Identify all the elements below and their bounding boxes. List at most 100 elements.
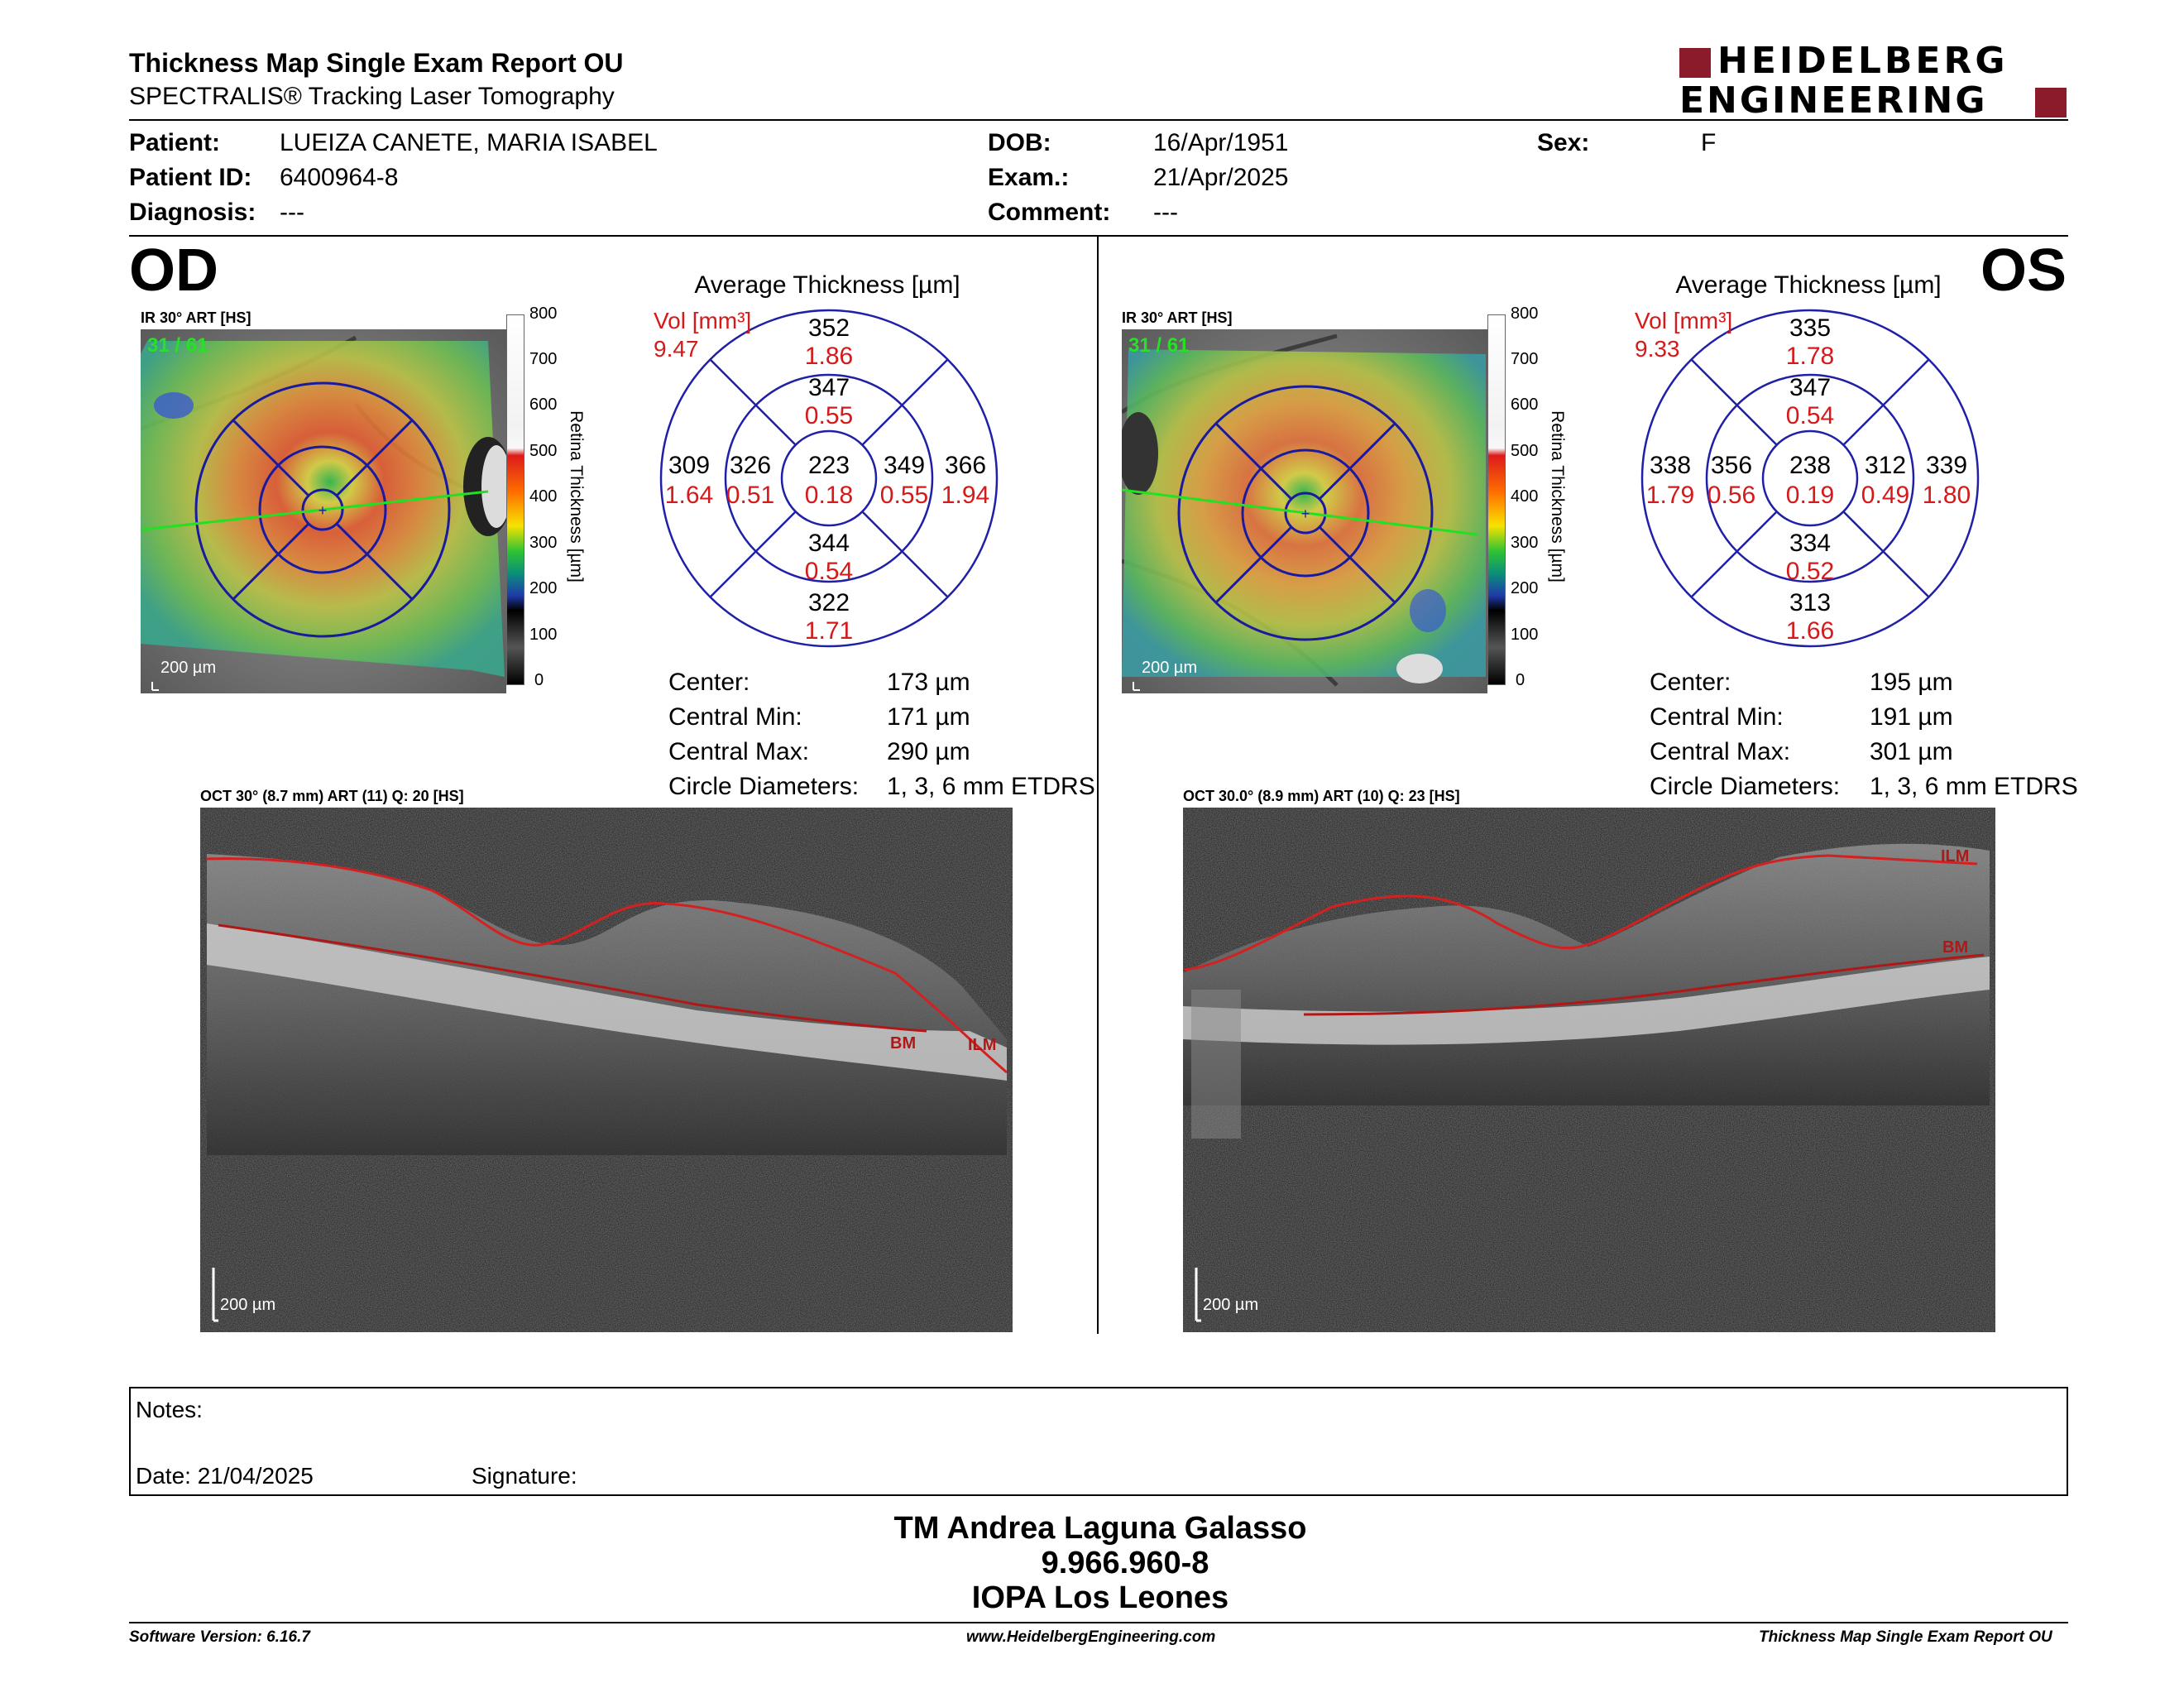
od-stat-value: 173 µm	[887, 669, 970, 696]
os-outer-top-vol: 1.78	[1785, 343, 1835, 370]
od-outer-left: 309	[668, 452, 711, 479]
os-outer-bottom-vol: 1.66	[1785, 617, 1835, 645]
od-oct-label: OCT 30° (8.7 mm) ART (11) Q: 20 [HS]	[200, 788, 464, 804]
od-avg-title: Average Thickness [µm]	[694, 271, 960, 299]
os-inner-bottom: 334	[1789, 530, 1832, 557]
os-oct-scale: 200 µm	[1203, 1296, 1259, 1314]
od-outer-top-vol: 1.86	[804, 343, 854, 370]
os-ilm-label: ILM	[1941, 847, 1970, 866]
os-tick: 0	[1516, 671, 1525, 689]
date-label: Date: 21/04/2025	[136, 1463, 314, 1489]
od-vol-label: Vol [mm³]	[654, 308, 752, 333]
os-outer-left: 338	[1649, 452, 1692, 479]
os-stat-value: 195 µm	[1870, 669, 1953, 696]
logo-square-bottom	[2035, 88, 2067, 117]
od-inner-left-vol: 0.51	[726, 482, 775, 509]
os-eye-label: OS	[1980, 237, 2067, 304]
od-etdrs-grid	[655, 305, 1003, 652]
od-colorbar-title: Retina Thickness [µm]	[567, 410, 586, 583]
logo-text-line1: HEIDELBERG	[1717, 40, 2009, 82]
os-vol-label: Vol [mm³]	[1635, 308, 1733, 333]
od-outer-right: 366	[944, 452, 987, 479]
od-inner-top: 347	[807, 374, 850, 401]
od-tick: 500	[529, 442, 558, 460]
signature-label: Signature:	[472, 1463, 577, 1489]
os-tick: 100	[1511, 626, 1539, 644]
os-inner-right: 312	[1864, 452, 1907, 479]
od-inner-bottom: 344	[807, 530, 850, 557]
os-stat-value: 191 µm	[1870, 703, 1953, 731]
od-outer-right-vol: 1.94	[941, 482, 990, 509]
od-vol-value: 9.47	[654, 336, 699, 362]
os-tick: 200	[1511, 579, 1539, 597]
os-stat-label: Central Max:	[1650, 738, 1791, 765]
os-colorbar	[1487, 314, 1506, 685]
od-ilm-label: ILM	[968, 1036, 997, 1054]
os-stat-label: Center:	[1650, 669, 1731, 696]
os-inner-bottom-vol: 0.52	[1785, 558, 1835, 585]
os-stat-label: Circle Diameters:	[1650, 773, 1841, 800]
od-tick: 300	[529, 534, 558, 552]
os-thickness-map: +	[1122, 329, 1487, 693]
website-link[interactable]: www.HeidelbergEngineering.com	[966, 1628, 1216, 1646]
os-outer-top: 335	[1789, 314, 1832, 342]
od-center-vol: 0.18	[804, 482, 854, 509]
os-stat-value: 1, 3, 6 mm ETDRS	[1870, 773, 2078, 800]
notes-label: Notes:	[136, 1397, 203, 1422]
header-divider	[129, 119, 2068, 121]
od-ir-frames: 31 / 61	[147, 334, 208, 357]
os-tick: 400	[1511, 487, 1539, 506]
os-ir-scale: 200 µm	[1142, 659, 1198, 677]
os-avg-title: Average Thickness [µm]	[1675, 271, 1942, 299]
od-inner-left: 326	[729, 452, 772, 479]
od-oct-scale: 200 µm	[220, 1296, 276, 1314]
od-stat-label: Circle Diameters:	[668, 773, 860, 800]
os-tick: 800	[1511, 305, 1539, 323]
os-ir-frames: 31 / 61	[1128, 334, 1190, 357]
os-tick: 500	[1511, 442, 1539, 460]
os-outer-right: 339	[1925, 452, 1968, 479]
od-inner-top-vol: 0.55	[804, 402, 854, 429]
signer-id: 9.966.960-8	[1041, 1546, 1209, 1580]
os-colorbar-title: Retina Thickness [µm]	[1548, 410, 1567, 583]
od-ir-scale: 200 µm	[160, 659, 217, 677]
report-subtitle: SPECTRALIS® Tracking Laser Tomography	[129, 83, 615, 110]
os-colorbar-ticks: 800 700 600 500 400 300 200 100 0	[1511, 305, 1544, 693]
od-stat-value: 290 µm	[887, 738, 970, 765]
dob-label: DOB:	[988, 129, 1051, 156]
od-inner-bottom-vol: 0.54	[804, 558, 854, 585]
os-inner-top: 347	[1789, 374, 1832, 401]
od-outer-bottom-vol: 1.71	[804, 617, 854, 645]
od-tick: 600	[529, 396, 558, 414]
os-inner-left: 356	[1710, 452, 1753, 479]
os-bm-label: BM	[1942, 938, 1969, 957]
os-inner-right-vol: 0.49	[1861, 482, 1910, 509]
os-ir-label: IR 30° ART [HS]	[1122, 309, 1233, 326]
os-tick: 300	[1511, 534, 1539, 552]
od-colorbar-ticks: 800 700 600 500 400 300 200 100 0	[529, 305, 563, 693]
od-tick: 200	[529, 579, 558, 597]
svg-text:+: +	[1301, 506, 1310, 522]
os-outer-bottom: 313	[1789, 589, 1832, 616]
od-tick: 0	[534, 671, 544, 689]
logo-square-top	[1679, 48, 1711, 78]
od-outer-bottom: 322	[807, 589, 850, 616]
od-stat-value: 1, 3, 6 mm ETDRS	[887, 773, 1095, 800]
exam-label: Exam.:	[988, 164, 1070, 191]
od-oct-scan	[200, 808, 1013, 1332]
signer-name: TM Andrea Laguna Galasso	[893, 1511, 1307, 1546]
od-tick: 700	[529, 350, 558, 368]
comment-label: Comment:	[988, 199, 1111, 226]
os-outer-left-vol: 1.79	[1645, 482, 1695, 509]
od-ir-label: IR 30° ART [HS]	[141, 309, 251, 326]
sex-value: F	[1701, 129, 1717, 156]
os-oct-label: OCT 30.0° (8.9 mm) ART (10) Q: 23 [HS]	[1183, 788, 1460, 804]
os-tick: 700	[1511, 350, 1539, 368]
os-stat-label: Central Min:	[1650, 703, 1784, 731]
logo-text-line2: ENGINEERING	[1679, 79, 1988, 122]
os-stat-value: 301 µm	[1870, 738, 1953, 765]
od-colorbar	[506, 314, 524, 685]
os-center: 238	[1789, 452, 1832, 479]
notes-box: Notes: Date: 21/04/2025 Signature:	[129, 1387, 2068, 1496]
od-tick: 800	[529, 305, 558, 323]
